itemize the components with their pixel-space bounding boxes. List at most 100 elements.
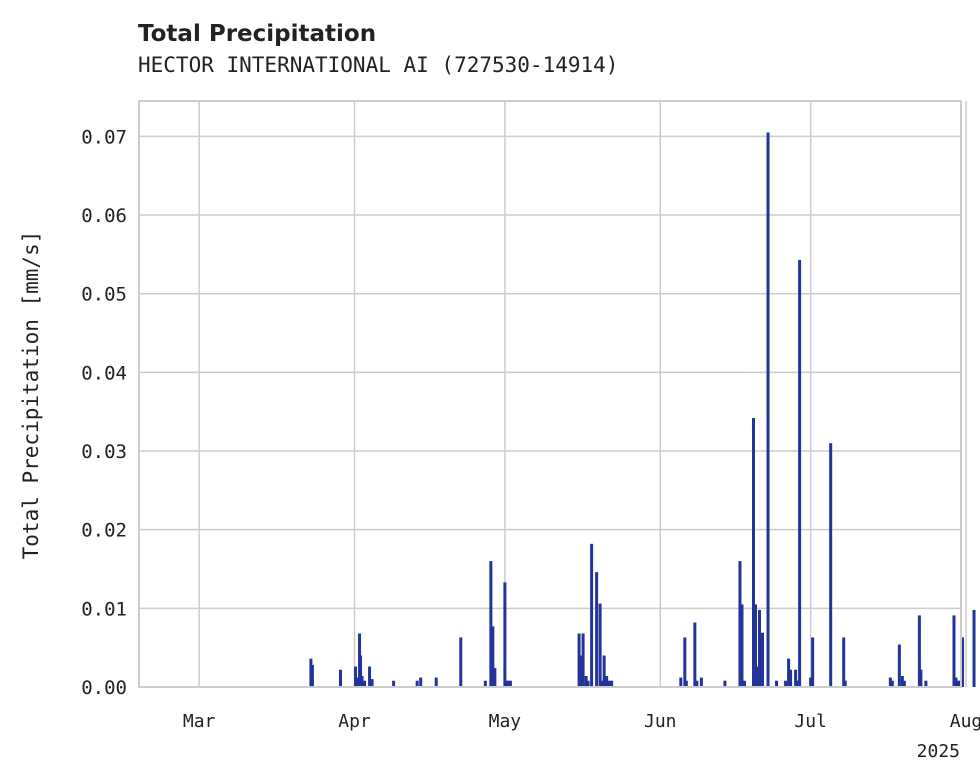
precip-bar bbox=[917, 615, 921, 687]
precip-bar bbox=[742, 680, 746, 687]
precip-bar bbox=[972, 609, 976, 687]
y-tick-label: 0.01 bbox=[81, 598, 127, 620]
precip-bar bbox=[434, 677, 438, 687]
precip-bar bbox=[829, 443, 833, 687]
precip-bar bbox=[368, 666, 372, 687]
precip-bar bbox=[952, 615, 956, 687]
precip-bar bbox=[419, 677, 423, 687]
precip-bar bbox=[924, 680, 928, 687]
precip-bar bbox=[842, 637, 846, 687]
precip-bar bbox=[493, 668, 497, 687]
precip-bar bbox=[789, 669, 793, 687]
precip-bar bbox=[787, 658, 791, 687]
precip-bar bbox=[740, 604, 744, 687]
precip-bar bbox=[354, 666, 358, 687]
plot-frame bbox=[138, 100, 962, 688]
precip-bar bbox=[584, 675, 588, 687]
precip-bar bbox=[392, 680, 396, 687]
precip-bar bbox=[693, 622, 697, 687]
precip-bar bbox=[956, 680, 960, 687]
precip-bar bbox=[954, 677, 958, 687]
precip-bar bbox=[610, 680, 614, 687]
precip-bar bbox=[489, 561, 493, 687]
precip-bar bbox=[338, 669, 342, 687]
precip-bar bbox=[483, 680, 487, 687]
precip-bar bbox=[794, 669, 798, 687]
precip-bar bbox=[684, 680, 688, 687]
precip-bar bbox=[723, 680, 727, 687]
y-tick-label: 0.04 bbox=[81, 362, 127, 384]
y-axis-label: Total Precipitation [mm/s] bbox=[19, 231, 43, 560]
precip-bar bbox=[359, 655, 363, 687]
x-tick-label: Jun bbox=[644, 711, 677, 732]
precip-bar bbox=[796, 680, 800, 687]
precip-bar bbox=[679, 677, 683, 687]
grid-lines bbox=[139, 101, 967, 688]
precip-bar bbox=[310, 664, 314, 687]
y-tick-label: 0.05 bbox=[81, 284, 127, 306]
precip-bar bbox=[602, 655, 606, 687]
precip-bar bbox=[581, 633, 585, 687]
precip-bar bbox=[508, 680, 512, 687]
precip-bar bbox=[459, 637, 463, 687]
precip-bar bbox=[766, 132, 770, 687]
precip-bar bbox=[695, 680, 699, 687]
x-tick-label: May bbox=[489, 711, 522, 732]
precip-bar bbox=[811, 637, 815, 687]
precip-bar bbox=[491, 626, 495, 687]
precip-bar bbox=[504, 680, 508, 687]
chart-subtitle: HECTOR INTERNATIONAL AI (727530-14914) bbox=[138, 53, 618, 77]
precip-bar bbox=[761, 632, 765, 687]
precip-bar bbox=[902, 680, 906, 687]
precip-bar bbox=[506, 680, 510, 687]
chart-title: Total Precipitation bbox=[138, 21, 376, 47]
precip-bar bbox=[775, 680, 779, 687]
precip-bar bbox=[586, 680, 590, 687]
x-tick-label: Jul bbox=[794, 711, 827, 732]
precip-bar bbox=[415, 680, 419, 687]
precip-bar bbox=[784, 680, 788, 687]
bar-series bbox=[309, 132, 976, 687]
precip-bar bbox=[605, 675, 609, 687]
precip-bar bbox=[683, 637, 687, 687]
precip-bar bbox=[756, 666, 759, 687]
precip-bar bbox=[809, 677, 813, 687]
precip-bar bbox=[900, 675, 904, 687]
x-axis-ticks: Mar Apr May Jun Jul Aug bbox=[183, 711, 980, 732]
precip-bar bbox=[356, 677, 360, 687]
y-tick-label: 0.03 bbox=[81, 441, 127, 463]
y-axis-ticks: 0.00 0.01 0.02 0.03 0.04 0.05 0.06 0.07 bbox=[81, 126, 127, 699]
precip-bar bbox=[758, 609, 762, 687]
precip-bar bbox=[579, 655, 583, 687]
precip-bar bbox=[798, 259, 802, 687]
precip-bar bbox=[888, 677, 892, 687]
precip-bar bbox=[360, 675, 364, 687]
y-tick-label: 0.02 bbox=[81, 520, 127, 542]
precip-bar bbox=[752, 417, 755, 687]
precip-bar bbox=[577, 633, 581, 687]
precip-bar bbox=[897, 644, 901, 687]
x-tick-label: Aug bbox=[950, 711, 980, 732]
precip-bar bbox=[738, 561, 742, 687]
y-tick-label: 0.07 bbox=[81, 126, 127, 148]
precip-bar bbox=[919, 669, 923, 687]
y-tick-label: 0.06 bbox=[81, 205, 127, 227]
x-tick-label: Mar bbox=[183, 711, 216, 732]
precip-bar bbox=[600, 680, 604, 687]
precip-bar bbox=[503, 582, 507, 687]
precip-bar bbox=[754, 604, 757, 687]
precip-bar bbox=[598, 603, 602, 687]
precip-bar bbox=[607, 680, 611, 687]
year-label: 2025 bbox=[917, 741, 960, 762]
precip-bar bbox=[590, 543, 594, 687]
precip-bar bbox=[363, 680, 367, 687]
precip-bar bbox=[370, 679, 374, 687]
precip-bar bbox=[961, 637, 964, 687]
precip-bar bbox=[843, 680, 847, 687]
precip-bar bbox=[595, 572, 599, 687]
x-tick-label: Apr bbox=[338, 711, 371, 732]
precip-bar bbox=[890, 680, 894, 687]
precip-bar bbox=[699, 677, 703, 687]
y-tick-label: 0.00 bbox=[81, 677, 127, 699]
